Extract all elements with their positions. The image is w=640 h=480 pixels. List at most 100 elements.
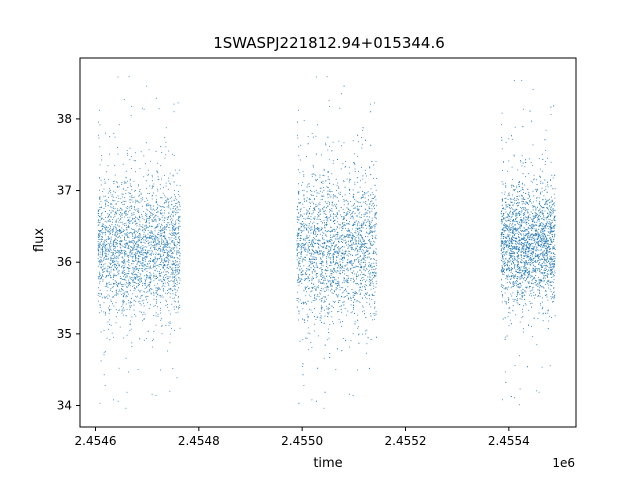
data-point [364,259,366,261]
data-point [99,203,101,205]
data-point [152,205,154,207]
data-point [145,298,147,300]
data-point [175,312,177,314]
data-point [98,209,99,211]
data-point [128,256,129,258]
data-point [365,242,366,244]
data-point [170,237,172,239]
data-point [154,236,156,238]
data-point [306,314,308,316]
data-point [311,223,313,225]
data-point [312,212,314,214]
data-point [176,227,178,229]
data-point [351,224,353,226]
data-point [163,290,165,292]
data-point [359,269,361,271]
data-point [110,269,112,271]
data-point [109,233,111,235]
data-point [323,290,325,292]
data-point [136,242,138,243]
data-point [140,237,142,239]
data-point [169,247,171,248]
data-point [356,300,358,302]
data-point [139,251,141,253]
data-point [117,236,119,238]
data-point [128,226,130,228]
data-point [131,240,133,242]
data-point [159,234,161,236]
data-point [143,291,145,293]
data-point [371,231,373,233]
data-point [134,202,136,204]
data-point [175,245,177,247]
data-point [143,266,145,268]
data-point [105,202,106,204]
data-point [344,166,346,168]
data-point [319,253,321,255]
data-point [139,220,141,222]
data-point [358,262,359,263]
data-point [169,250,171,252]
data-point [320,245,322,247]
data-point [118,252,120,254]
data-point [152,265,154,267]
data-point [126,260,128,262]
data-point [176,261,178,263]
data-point [132,197,134,198]
data-point [152,241,154,243]
data-point [126,292,128,294]
data-point [333,228,334,230]
data-point [133,260,135,262]
data-point [131,263,133,265]
data-point [132,293,134,295]
data-point [128,192,130,194]
data-point [348,234,350,236]
data-point [341,350,343,352]
data-point [334,300,336,302]
data-point [121,279,123,280]
data-point [310,295,312,297]
data-point [113,263,115,265]
data-point [348,293,350,295]
data-point [320,187,322,189]
data-point [144,257,146,259]
data-point [319,230,321,232]
data-point [312,136,314,138]
data-point [371,203,373,205]
data-point [311,301,313,303]
data-point [127,237,129,239]
data-point [352,196,354,198]
data-point [109,266,110,268]
data-point [101,246,103,248]
data-point [161,213,163,215]
data-point [350,296,352,298]
data-point [125,245,127,247]
data-point [333,267,334,269]
data-point [121,221,123,223]
data-point [132,279,134,280]
data-point [370,111,372,113]
data-point [110,206,112,208]
data-point [306,291,308,293]
data-point [161,271,163,273]
data-point [327,178,329,180]
data-point [154,209,156,211]
data-point [163,202,165,204]
data-point [115,290,117,292]
data-point [142,226,144,228]
data-point [129,249,131,251]
data-point [130,279,132,280]
data-point [112,228,113,230]
data-point [328,100,330,102]
data-point [319,290,321,292]
data-point [309,250,310,252]
data-point [331,276,333,278]
data-point [159,184,161,186]
data-point [340,268,342,270]
data-point [326,76,328,78]
data-point [111,332,113,334]
data-point [110,258,112,259]
data-point [119,283,121,285]
data-point [362,241,364,242]
data-point [323,300,325,302]
